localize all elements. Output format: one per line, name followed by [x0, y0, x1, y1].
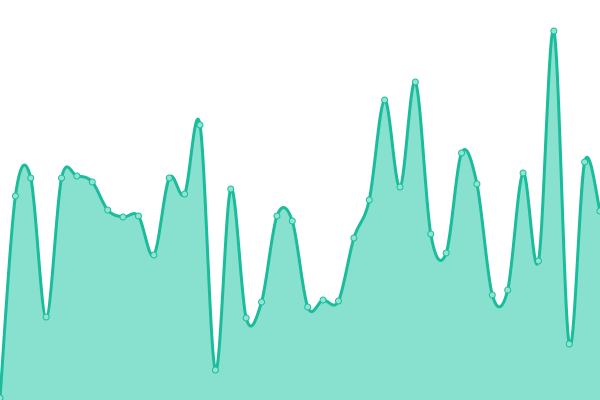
- data-point: [27, 174, 35, 182]
- data-point: [242, 314, 250, 322]
- data-point: [488, 291, 496, 299]
- data-point: [42, 313, 50, 321]
- data-point: [473, 180, 481, 188]
- data-point: [519, 169, 527, 177]
- data-point: [396, 183, 404, 191]
- data-point: [165, 174, 173, 182]
- data-point: [73, 172, 81, 180]
- data-point: [288, 217, 296, 225]
- data-point: [119, 213, 127, 221]
- data-point: [381, 96, 389, 104]
- data-point: [596, 207, 600, 215]
- data-point: [319, 296, 327, 304]
- data-point: [550, 27, 558, 35]
- data-point: [534, 257, 542, 265]
- data-point: [411, 78, 419, 86]
- data-point: [504, 286, 512, 294]
- data-point: [134, 212, 142, 220]
- data-point: [58, 174, 66, 182]
- data-point: [11, 192, 19, 200]
- data-point: [365, 196, 373, 204]
- data-point: [104, 206, 112, 214]
- data-point: [196, 121, 204, 129]
- data-point: [258, 298, 266, 306]
- data-point: [427, 230, 435, 238]
- data-point: [565, 340, 573, 348]
- data-point: [0, 394, 4, 400]
- data-point: [350, 234, 358, 242]
- data-point: [227, 185, 235, 193]
- data-point: [211, 366, 219, 374]
- data-point: [273, 212, 281, 220]
- data-point: [458, 149, 466, 157]
- data-point: [181, 190, 189, 198]
- data-point: [581, 158, 589, 166]
- data-point: [442, 249, 450, 257]
- area-fill: [0, 30, 600, 400]
- data-point: [88, 178, 96, 186]
- data-point: [150, 251, 158, 259]
- data-point: [334, 297, 342, 305]
- data-points: [0, 27, 600, 400]
- data-point: [304, 303, 312, 311]
